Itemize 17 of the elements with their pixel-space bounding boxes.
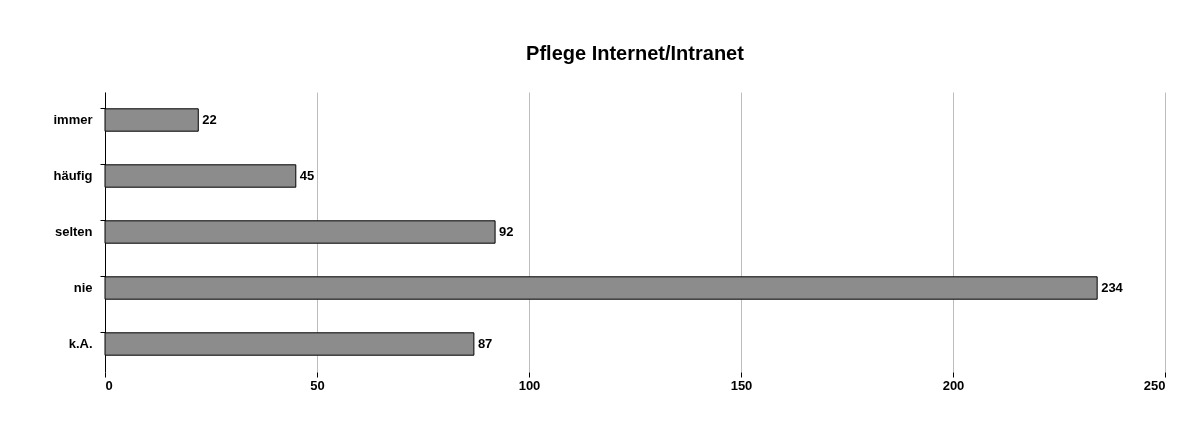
x-tick-label: 150: [730, 377, 753, 393]
data-label: 234: [1101, 280, 1124, 295]
x-tick-label: 50: [310, 377, 325, 393]
x-tick-label: 100: [518, 377, 541, 393]
data-label: 22: [202, 112, 217, 127]
data-label: 92: [499, 224, 514, 239]
x-tick-label: 0: [105, 377, 113, 393]
chart-title: Pflege Internet/Intranet: [526, 42, 745, 64]
y-tick-label: nie: [73, 280, 93, 295]
x-tick-label: 200: [942, 377, 965, 393]
x-tick-label: 250: [1143, 377, 1166, 393]
y-tick-label: immer: [53, 112, 93, 127]
data-label: 45: [299, 168, 315, 183]
y-tick-label: selten: [54, 224, 93, 239]
y-tick-label: k.A.: [68, 336, 93, 351]
data-label: 87: [477, 336, 493, 351]
y-tick-label: häufig: [53, 168, 93, 183]
